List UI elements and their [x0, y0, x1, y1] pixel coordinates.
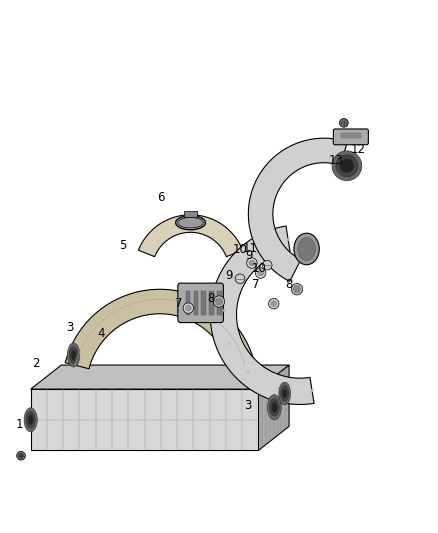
Circle shape [249, 260, 255, 266]
Bar [201, 290, 206, 314]
Text: 3: 3 [244, 399, 251, 413]
Bar [194, 290, 198, 314]
Polygon shape [31, 389, 258, 450]
Circle shape [258, 270, 264, 276]
Ellipse shape [279, 382, 291, 405]
Circle shape [247, 258, 257, 268]
Circle shape [255, 268, 266, 278]
Ellipse shape [24, 408, 37, 432]
Circle shape [271, 301, 277, 306]
Polygon shape [215, 298, 223, 305]
Ellipse shape [28, 415, 33, 425]
Circle shape [18, 453, 24, 458]
Polygon shape [65, 289, 254, 369]
Circle shape [339, 118, 348, 127]
Circle shape [17, 451, 25, 460]
Circle shape [291, 284, 303, 295]
Ellipse shape [336, 155, 358, 177]
Circle shape [183, 303, 194, 313]
Text: 11: 11 [243, 241, 258, 255]
Text: 2: 2 [32, 357, 40, 370]
FancyBboxPatch shape [178, 283, 223, 322]
Ellipse shape [269, 399, 279, 416]
Text: 7: 7 [252, 278, 260, 292]
Polygon shape [293, 286, 301, 293]
Ellipse shape [71, 350, 76, 360]
Ellipse shape [281, 386, 289, 401]
Text: 9: 9 [225, 269, 233, 282]
Circle shape [185, 305, 191, 311]
Ellipse shape [298, 238, 315, 260]
Text: 13: 13 [329, 154, 344, 167]
Polygon shape [31, 365, 289, 389]
Text: 3: 3 [67, 321, 74, 334]
Text: 4: 4 [97, 327, 105, 340]
Text: 5: 5 [119, 239, 126, 252]
Text: 7: 7 [175, 297, 183, 310]
Polygon shape [258, 365, 289, 450]
Ellipse shape [294, 233, 319, 265]
Text: 10: 10 [233, 244, 247, 256]
Ellipse shape [283, 389, 287, 398]
Polygon shape [210, 226, 314, 405]
Ellipse shape [340, 159, 354, 173]
Bar [217, 290, 222, 314]
Polygon shape [138, 215, 243, 257]
Ellipse shape [26, 411, 35, 428]
Circle shape [262, 260, 272, 270]
Text: 6: 6 [157, 191, 165, 204]
Ellipse shape [332, 151, 362, 181]
Ellipse shape [267, 394, 281, 420]
Bar [341, 133, 361, 138]
Ellipse shape [67, 343, 80, 367]
Text: 8: 8 [286, 278, 293, 292]
Ellipse shape [69, 346, 78, 364]
Text: 8: 8 [208, 292, 215, 304]
Bar [184, 211, 197, 217]
Polygon shape [248, 138, 347, 281]
Circle shape [213, 296, 225, 307]
Ellipse shape [272, 402, 277, 413]
Text: 10: 10 [252, 262, 267, 275]
Circle shape [235, 274, 245, 284]
Text: 9: 9 [245, 249, 253, 262]
Ellipse shape [176, 216, 205, 230]
Circle shape [268, 298, 279, 309]
Bar [186, 290, 190, 314]
Bar [209, 290, 214, 314]
Ellipse shape [178, 217, 203, 228]
FancyBboxPatch shape [333, 129, 368, 145]
Text: 1: 1 [16, 418, 24, 431]
Text: 12: 12 [351, 143, 366, 156]
